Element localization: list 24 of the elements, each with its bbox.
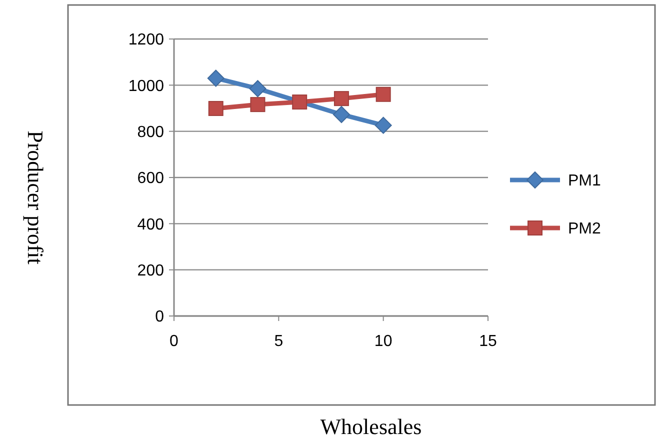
point	[334, 91, 349, 106]
y-axis-title: Producer profit	[23, 130, 48, 264]
point	[332, 106, 350, 123]
x-tick-label: 5	[274, 333, 284, 350]
point	[376, 86, 391, 102]
y-tick-label: 1000	[128, 78, 164, 95]
x-tick-label: 0	[170, 333, 179, 350]
point	[250, 97, 266, 112]
legend-label: PM1	[568, 172, 601, 190]
legend-label: PM2	[568, 220, 601, 238]
point	[207, 70, 224, 87]
x-tick-label: 10	[374, 333, 392, 350]
y-tick-label: 800	[137, 124, 164, 141]
point	[249, 80, 266, 98]
x-axis-title: Wholesales	[320, 414, 422, 439]
point	[292, 94, 308, 110]
y-tick-label: 400	[137, 216, 164, 234]
y-tick-label: 1200	[128, 32, 164, 49]
y-tick-label: 0	[155, 308, 164, 326]
x-tick-label: 15	[479, 333, 497, 350]
y-tick-label: 200	[137, 262, 164, 280]
point	[208, 100, 224, 116]
y-tick-label: 600	[137, 170, 164, 188]
point	[374, 116, 392, 134]
